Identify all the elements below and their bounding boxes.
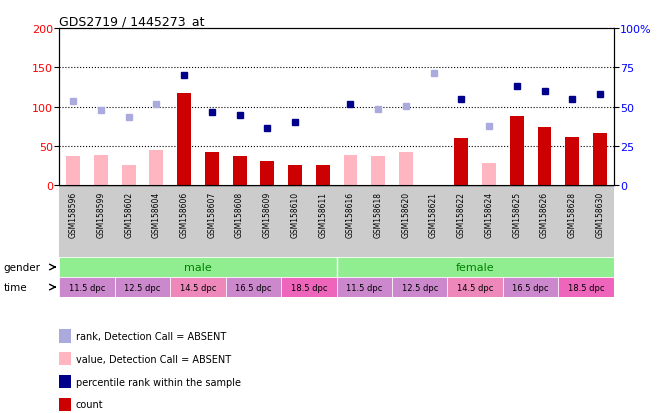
Bar: [337, 257, 614, 278]
Text: 11.5 dpc: 11.5 dpc: [69, 283, 106, 292]
Text: 14.5 dpc: 14.5 dpc: [457, 283, 494, 292]
Bar: [447, 278, 503, 297]
Bar: [94, 155, 108, 186]
Text: 18.5 dpc: 18.5 dpc: [568, 283, 605, 292]
Bar: [399, 153, 413, 186]
Text: 16.5 dpc: 16.5 dpc: [512, 283, 549, 292]
Text: GSM158621: GSM158621: [429, 192, 438, 237]
Bar: [455, 139, 469, 186]
Text: 16.5 dpc: 16.5 dpc: [235, 283, 272, 292]
Text: 14.5 dpc: 14.5 dpc: [180, 283, 216, 292]
Text: GSM158625: GSM158625: [512, 192, 521, 238]
Text: rank, Detection Call = ABSENT: rank, Detection Call = ABSENT: [76, 331, 226, 341]
Bar: [261, 161, 275, 186]
Text: GSM158620: GSM158620: [401, 192, 411, 238]
Text: count: count: [76, 399, 104, 409]
Text: 18.5 dpc: 18.5 dpc: [290, 283, 327, 292]
Bar: [593, 133, 607, 186]
Text: percentile rank within the sample: percentile rank within the sample: [76, 377, 241, 387]
Text: GSM158628: GSM158628: [568, 192, 577, 237]
Text: value, Detection Call = ABSENT: value, Detection Call = ABSENT: [76, 354, 231, 364]
Bar: [288, 166, 302, 186]
Text: GSM158596: GSM158596: [69, 192, 78, 238]
Bar: [66, 156, 81, 186]
Bar: [538, 128, 552, 186]
Bar: [281, 278, 337, 297]
Bar: [122, 166, 136, 186]
Bar: [482, 164, 496, 186]
Bar: [566, 137, 579, 186]
Bar: [337, 278, 392, 297]
Bar: [344, 155, 358, 186]
Text: GSM158610: GSM158610: [290, 192, 300, 238]
Text: 12.5 dpc: 12.5 dpc: [401, 283, 438, 292]
Text: GSM158608: GSM158608: [235, 192, 244, 238]
Text: GSM158606: GSM158606: [180, 192, 189, 238]
Text: time: time: [3, 282, 27, 292]
Bar: [178, 94, 191, 186]
Bar: [316, 166, 330, 186]
Text: GSM158611: GSM158611: [318, 192, 327, 237]
Text: GSM158626: GSM158626: [540, 192, 549, 238]
Text: GSM158602: GSM158602: [124, 192, 133, 238]
Bar: [510, 117, 524, 186]
Text: GSM158622: GSM158622: [457, 192, 466, 237]
Bar: [59, 257, 337, 278]
Text: GDS2719 / 1445273_at: GDS2719 / 1445273_at: [59, 15, 205, 28]
Text: 12.5 dpc: 12.5 dpc: [124, 283, 161, 292]
Bar: [205, 152, 219, 186]
Bar: [233, 156, 247, 186]
Bar: [115, 278, 170, 297]
Text: GSM158599: GSM158599: [96, 192, 106, 238]
Bar: [170, 278, 226, 297]
Text: GSM158624: GSM158624: [484, 192, 494, 238]
Text: GSM158604: GSM158604: [152, 192, 161, 238]
Text: GSM158630: GSM158630: [595, 192, 605, 238]
Bar: [59, 278, 115, 297]
Text: male: male: [184, 262, 212, 272]
Bar: [372, 156, 385, 186]
Bar: [392, 278, 447, 297]
Text: GSM158609: GSM158609: [263, 192, 272, 238]
Text: gender: gender: [3, 262, 40, 272]
Text: GSM158618: GSM158618: [374, 192, 383, 237]
Text: GSM158616: GSM158616: [346, 192, 355, 238]
Bar: [226, 278, 281, 297]
Bar: [503, 278, 558, 297]
Text: female: female: [456, 262, 494, 272]
Text: 11.5 dpc: 11.5 dpc: [346, 283, 383, 292]
Text: GSM158607: GSM158607: [207, 192, 216, 238]
Bar: [149, 151, 164, 186]
Bar: [558, 278, 614, 297]
